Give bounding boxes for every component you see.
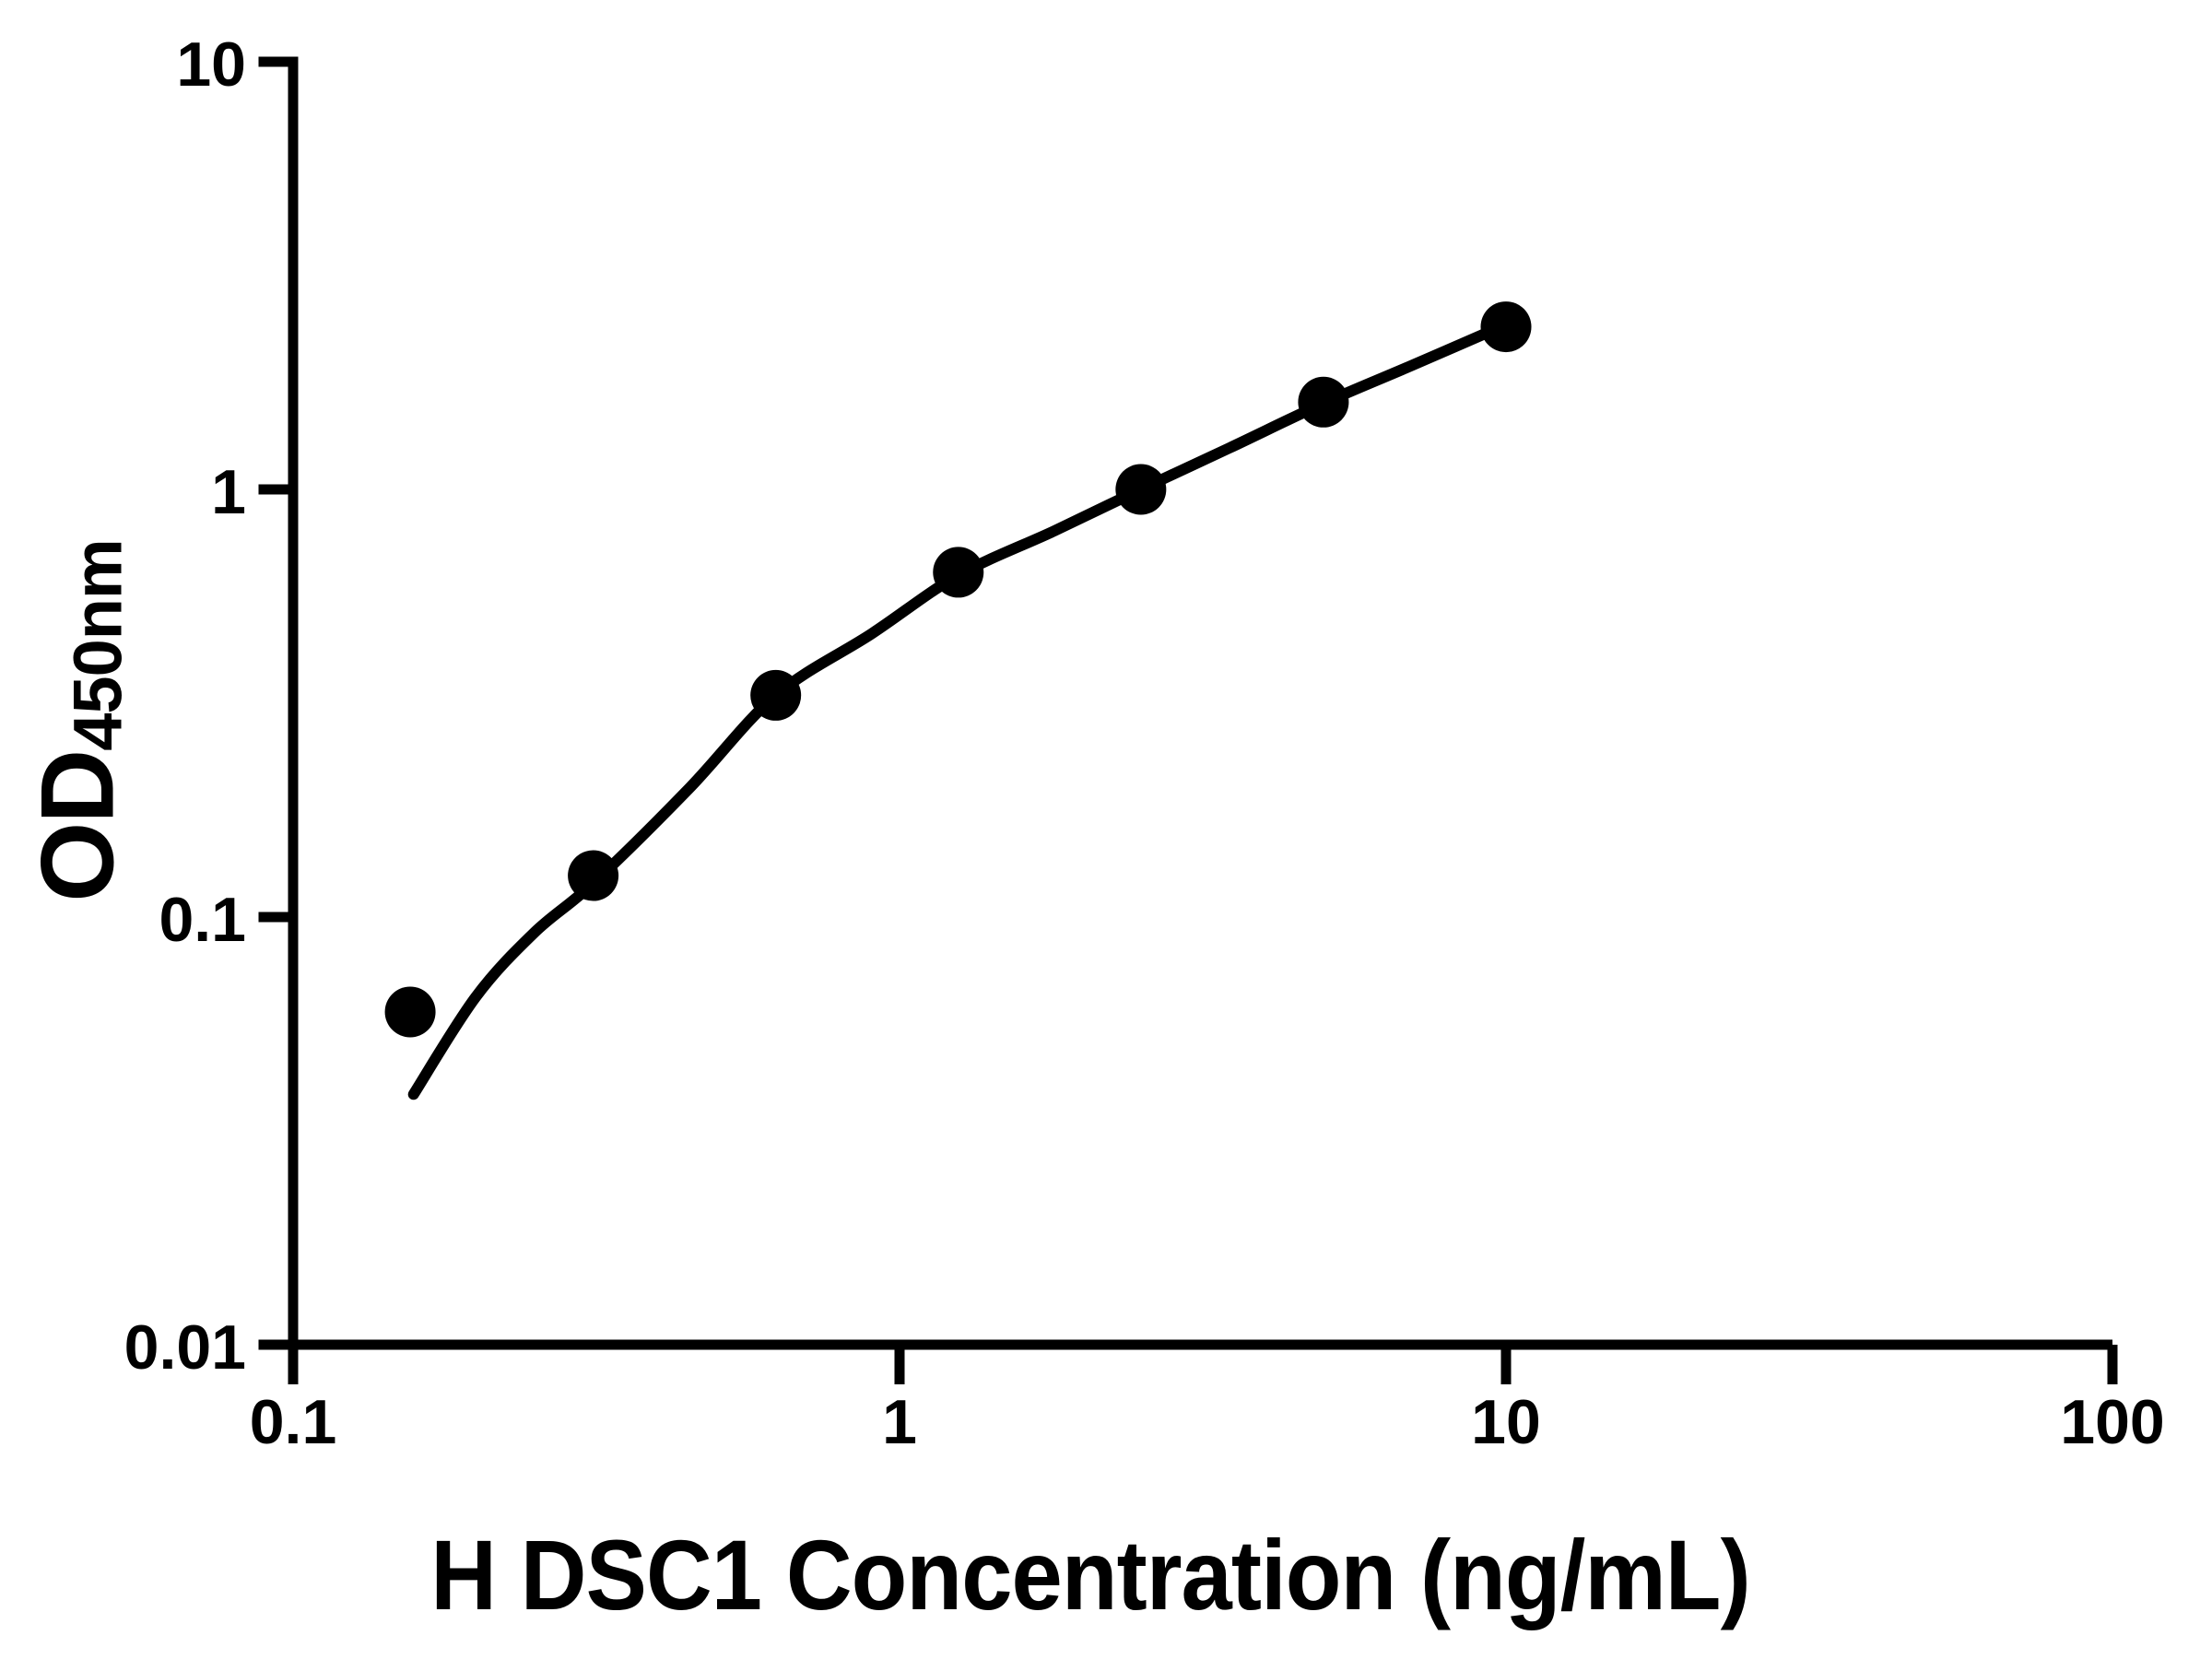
data-point xyxy=(384,986,436,1038)
y-axis-title-subscript: 450nm xyxy=(59,539,136,751)
data-point xyxy=(568,850,619,901)
x-tick-label: 10 xyxy=(1471,1387,1541,1457)
data-point xyxy=(1298,376,1349,428)
data-point xyxy=(1480,301,1532,353)
y-axis-title-text: OD450nm xyxy=(18,539,137,901)
x-tick-label: 1 xyxy=(882,1387,917,1457)
x-axis-title: H DSC1 Concentration (ng/mL) xyxy=(430,1517,2212,1632)
data-point xyxy=(750,669,802,721)
data-point xyxy=(1115,464,1167,515)
data-point xyxy=(933,547,984,598)
y-tick-label: 1 xyxy=(211,457,246,527)
y-tick-label: 0.01 xyxy=(124,1312,246,1382)
y-axis-title-main: OD xyxy=(19,750,135,902)
y-tick-label: 0.1 xyxy=(159,885,246,955)
x-tick-label: 0.1 xyxy=(250,1387,337,1457)
x-axis-title-text: H DSC1 Concentration (ng/mL) xyxy=(430,1519,1750,1630)
y-tick-label: 10 xyxy=(176,29,246,100)
fit-curve xyxy=(407,319,1512,1100)
x-tick-label: 100 xyxy=(2060,1387,2164,1457)
